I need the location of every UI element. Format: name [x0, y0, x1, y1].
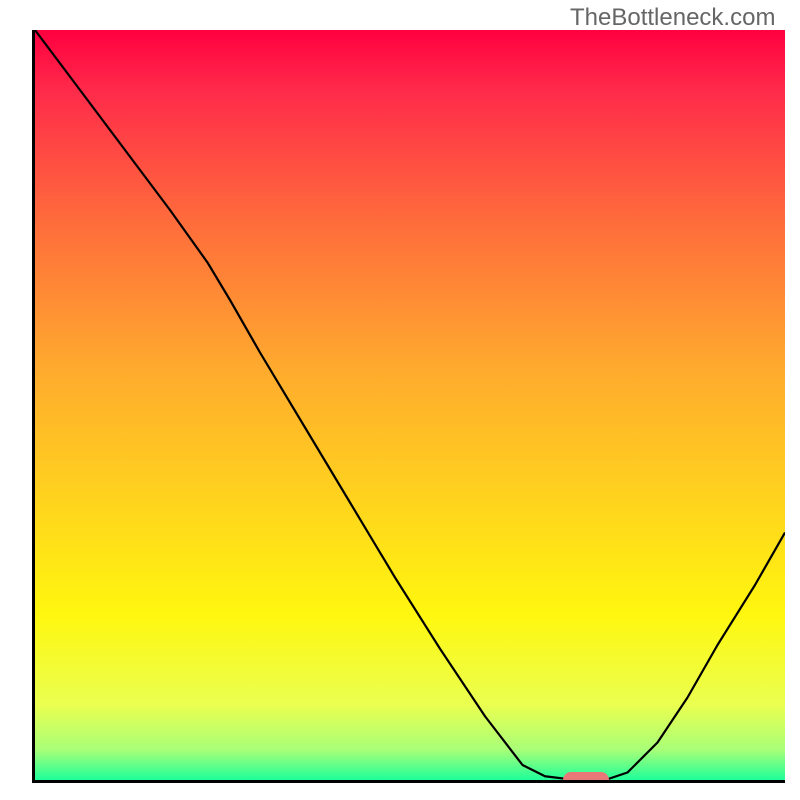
x-axis: [32, 780, 785, 783]
optimal-marker: [563, 772, 609, 780]
watermark-text: TheBottleneck.com: [570, 4, 775, 32]
plot-area: [35, 30, 785, 780]
curve-layer: [35, 30, 785, 780]
y-axis: [32, 30, 35, 780]
bottleneck-chart: TheBottleneck.com: [0, 0, 800, 800]
bottleneck-curve: [35, 30, 785, 780]
